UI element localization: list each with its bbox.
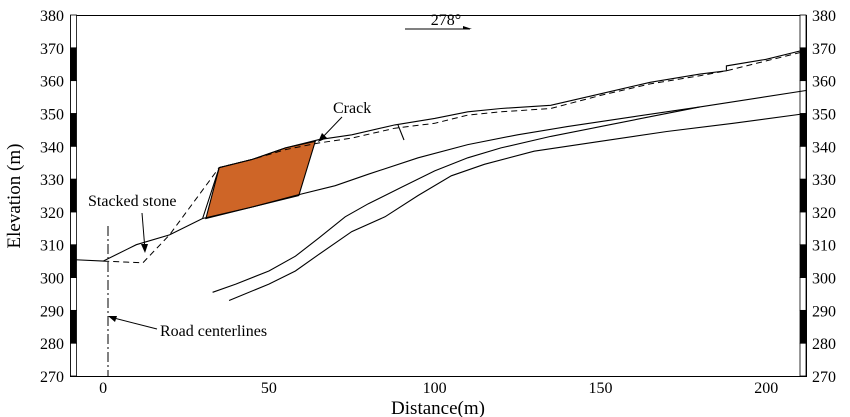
y-tick-left: 310 xyxy=(40,238,64,255)
crack-leader-arrowhead xyxy=(318,133,327,142)
scale-segment xyxy=(70,47,77,82)
stacked-stone-leader-arrowhead xyxy=(141,244,148,253)
y-tick-right: 300 xyxy=(812,271,836,288)
stacked-stone-label: Stacked stone xyxy=(88,193,176,210)
scale-segment xyxy=(799,80,807,114)
y-tick-right: 270 xyxy=(812,369,836,386)
y-tick-left: 380 xyxy=(40,8,64,25)
scale-segment xyxy=(70,342,77,377)
y-tick-left: 360 xyxy=(40,74,64,91)
scale-segment xyxy=(799,47,807,82)
y-tick-left: 300 xyxy=(40,271,64,288)
road-centerline-label: Road centerlines xyxy=(160,323,267,340)
y-tick-left: 330 xyxy=(40,172,64,189)
y-tick-right: 340 xyxy=(812,139,836,156)
original-surface-dashed xyxy=(103,50,807,264)
crack-label: Crack xyxy=(333,100,371,117)
left-elevation-scale-bar xyxy=(70,14,77,377)
scale-segment xyxy=(70,309,77,344)
y-tick-left: 270 xyxy=(40,369,64,386)
y-tick-left: 280 xyxy=(40,336,64,353)
sliding-block xyxy=(205,140,317,220)
x-axis-title: Distance(m) xyxy=(391,398,485,417)
y-tick-left: 340 xyxy=(40,139,64,156)
right-elevation-scale-bar xyxy=(799,14,807,377)
scale-segment xyxy=(799,277,807,311)
y-tick-right: 280 xyxy=(812,336,836,353)
bearing-indicator: 278° xyxy=(405,12,472,30)
x-tick: 100 xyxy=(423,380,447,397)
y-tick-right: 290 xyxy=(812,303,836,320)
stacked-stone-annotation: Stacked stone xyxy=(88,193,176,253)
y-tick-right: 320 xyxy=(812,205,836,222)
deep-sliding-surface-2 xyxy=(228,112,807,302)
scale-segment xyxy=(799,309,807,344)
y-tick-left: 350 xyxy=(40,106,64,123)
scale-segment xyxy=(799,145,807,180)
y-tick-right: 350 xyxy=(812,106,836,123)
bearing-label: 278° xyxy=(431,12,461,29)
y-tick-left: 370 xyxy=(40,41,64,58)
stacked-stone-leader-line xyxy=(141,212,146,251)
y-tick-right: 380 xyxy=(812,8,836,25)
x-tick-labels: 0 50 100 150 200 xyxy=(99,380,778,397)
y-tick-right: 310 xyxy=(812,238,836,255)
scale-segment xyxy=(799,342,807,377)
road-centerline-leader-line xyxy=(109,316,158,330)
y-tick-right: 360 xyxy=(812,74,836,91)
scale-segment xyxy=(70,211,77,246)
y-tick-right: 330 xyxy=(812,172,836,189)
y-axis-title: Elevation (m) xyxy=(4,144,25,249)
right-y-tick-labels: 270 280 290 300 310 320 330 340 350 360 370 380 xyxy=(812,8,836,386)
left-y-tick-labels: 270 280 290 300 310 320 330 340 350 360 370 380 xyxy=(40,8,64,386)
x-tick: 200 xyxy=(754,380,778,397)
ground-surface-profile xyxy=(69,48,807,262)
scale-segment xyxy=(799,244,807,278)
scale-segment xyxy=(799,178,807,213)
scale-segment xyxy=(70,178,77,213)
scale-segment xyxy=(70,14,77,49)
scale-segment xyxy=(70,145,77,180)
y-tick-left: 290 xyxy=(40,303,64,320)
y-tick-left: 320 xyxy=(40,205,64,222)
road-centerline-annotation: Road centerlines xyxy=(108,316,267,340)
crest-crack-mark xyxy=(397,124,405,141)
road-centerline-leader-arrowhead xyxy=(108,316,117,322)
x-tick: 50 xyxy=(261,380,277,397)
scale-segment xyxy=(70,244,77,278)
scale-segment xyxy=(70,277,77,311)
scale-segment xyxy=(799,211,807,246)
deep-sliding-surface-1 xyxy=(212,106,701,293)
failure-surface xyxy=(202,89,807,220)
y-tick-right: 370 xyxy=(812,41,836,58)
scale-segment xyxy=(70,80,77,114)
x-tick: 0 xyxy=(99,380,107,397)
scale-segment xyxy=(70,113,77,147)
x-tick: 150 xyxy=(588,380,612,397)
scale-segment xyxy=(799,113,807,147)
crack-annotation: Crack xyxy=(318,100,371,142)
scale-segment xyxy=(799,14,807,49)
bearing-arrowhead xyxy=(463,26,472,29)
